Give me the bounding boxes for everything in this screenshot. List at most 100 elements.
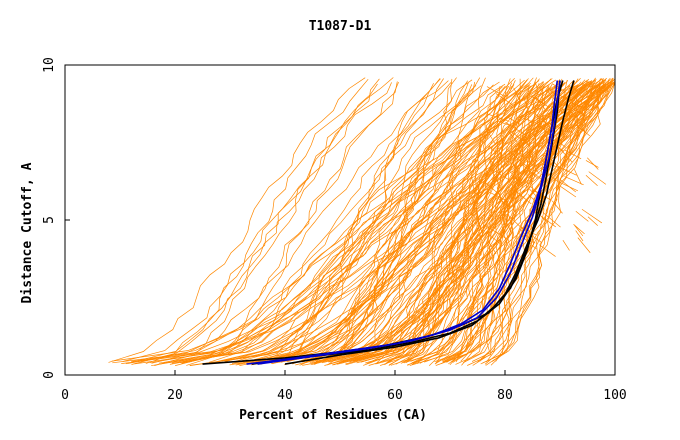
- background-hatch-line: [530, 95, 544, 104]
- background-series-line: [188, 81, 399, 363]
- background-series-line: [419, 80, 575, 364]
- background-hatch-line: [519, 228, 536, 244]
- background-hatch-line: [532, 171, 541, 180]
- background-series-line: [181, 84, 544, 364]
- background-series-line: [259, 82, 434, 364]
- background-series-line: [208, 78, 441, 363]
- background-hatch-line: [575, 230, 584, 242]
- background-series-line: [490, 78, 563, 366]
- background-hatch-line: [529, 160, 540, 174]
- background-series-line: [388, 82, 531, 366]
- background-hatch-line: [531, 189, 552, 201]
- background-series-line: [217, 81, 544, 362]
- background-series-line: [339, 80, 597, 363]
- chart-title: T1087-D1: [309, 19, 372, 34]
- background-hatch-line: [587, 157, 599, 170]
- background-hatch-line: [531, 96, 551, 109]
- background-hatch-line: [575, 124, 591, 137]
- background-series-line: [108, 77, 366, 363]
- background-series-line: [186, 81, 398, 366]
- background-series-line: [403, 78, 597, 364]
- background-hatch-line: [488, 145, 497, 154]
- background-hatch-line: [559, 185, 577, 198]
- background-hatch-line: [538, 244, 556, 257]
- x-tick-label: 20: [167, 388, 183, 403]
- background-series-line: [435, 78, 511, 365]
- background-hatch-line: [573, 103, 590, 111]
- background-series-line: [314, 77, 481, 365]
- background-hatch-line: [522, 162, 532, 171]
- background-hatch-line: [559, 148, 573, 163]
- background-hatch-line: [558, 181, 579, 192]
- background-hatch-line: [567, 108, 579, 120]
- background-series-line: [376, 85, 482, 364]
- x-tick-label: 60: [387, 388, 403, 403]
- background-series-line: [189, 79, 607, 366]
- background-series-line: [274, 78, 441, 362]
- background-hatch-line: [572, 85, 583, 99]
- background-series-line: [175, 79, 473, 366]
- background-series-line: [151, 80, 449, 364]
- background-hatch-line: [563, 103, 586, 116]
- series-line-4: [257, 80, 561, 365]
- background-series-line: [434, 79, 614, 363]
- background-series-line: [455, 84, 536, 362]
- background-hatch-line: [506, 116, 521, 125]
- background-series-line: [233, 82, 452, 363]
- x-tick-label: 40: [277, 388, 293, 403]
- background-series-line: [171, 78, 603, 364]
- background-series-line: [316, 81, 615, 363]
- background-series-line: [350, 85, 603, 362]
- background-hatch-line: [559, 179, 577, 193]
- background-hatch-line: [573, 169, 582, 185]
- background-hatch-line: [495, 93, 513, 106]
- background-hatch-line: [520, 162, 539, 179]
- x-axis-label: Percent of Residues (CA): [239, 408, 427, 423]
- background-hatch-line: [527, 194, 542, 207]
- background-series-line: [131, 78, 369, 365]
- background-hatch-line: [487, 113, 510, 122]
- background-hatch-line: [546, 90, 556, 101]
- background-series-line: [402, 86, 503, 364]
- background-hatch-line: [487, 157, 500, 170]
- background-series-line: [151, 84, 558, 367]
- background-hatch-line: [493, 174, 502, 190]
- background-series-line: [138, 82, 530, 362]
- background-hatch-line: [495, 171, 510, 181]
- y-tick-label: 5: [42, 216, 57, 224]
- x-axis: 0 20 40 60 80 100: [61, 370, 627, 403]
- background-hatch-line: [484, 225, 508, 240]
- background-hatch-line: [564, 176, 584, 186]
- background-hatch-line: [585, 160, 599, 168]
- background-hatch-line: [513, 87, 521, 101]
- background-hatch-line: [577, 237, 591, 253]
- background-series-line: [379, 86, 594, 366]
- background-series-line: [390, 85, 609, 366]
- background-series-line: [260, 78, 444, 365]
- background-series-line: [169, 84, 530, 365]
- background-hatch-line: [588, 171, 607, 185]
- background-hatch-line: [574, 225, 584, 237]
- background-series-line: [239, 83, 564, 366]
- background-series-line: [368, 86, 612, 366]
- background-hatch-line: [562, 239, 570, 251]
- background-hatch-line: [564, 149, 582, 160]
- background-series-line: [301, 77, 534, 362]
- background-hatch-line: [581, 208, 603, 224]
- background-series-line: [280, 85, 532, 363]
- background-hatch-line: [497, 197, 510, 208]
- background-series-line: [328, 78, 529, 365]
- x-tick-label: 100: [603, 388, 626, 403]
- x-tick-label: 80: [497, 388, 513, 403]
- background-series-line: [283, 84, 578, 366]
- background-hatch-line: [585, 174, 598, 187]
- background-series-line: [154, 78, 380, 366]
- highlighted-series-group: [202, 80, 575, 365]
- background-series-line: [353, 84, 596, 362]
- background-hatch-line: [485, 231, 503, 246]
- background-hatch-line: [505, 121, 527, 137]
- background-series-line: [362, 81, 603, 363]
- background-hatch-line: [575, 210, 589, 222]
